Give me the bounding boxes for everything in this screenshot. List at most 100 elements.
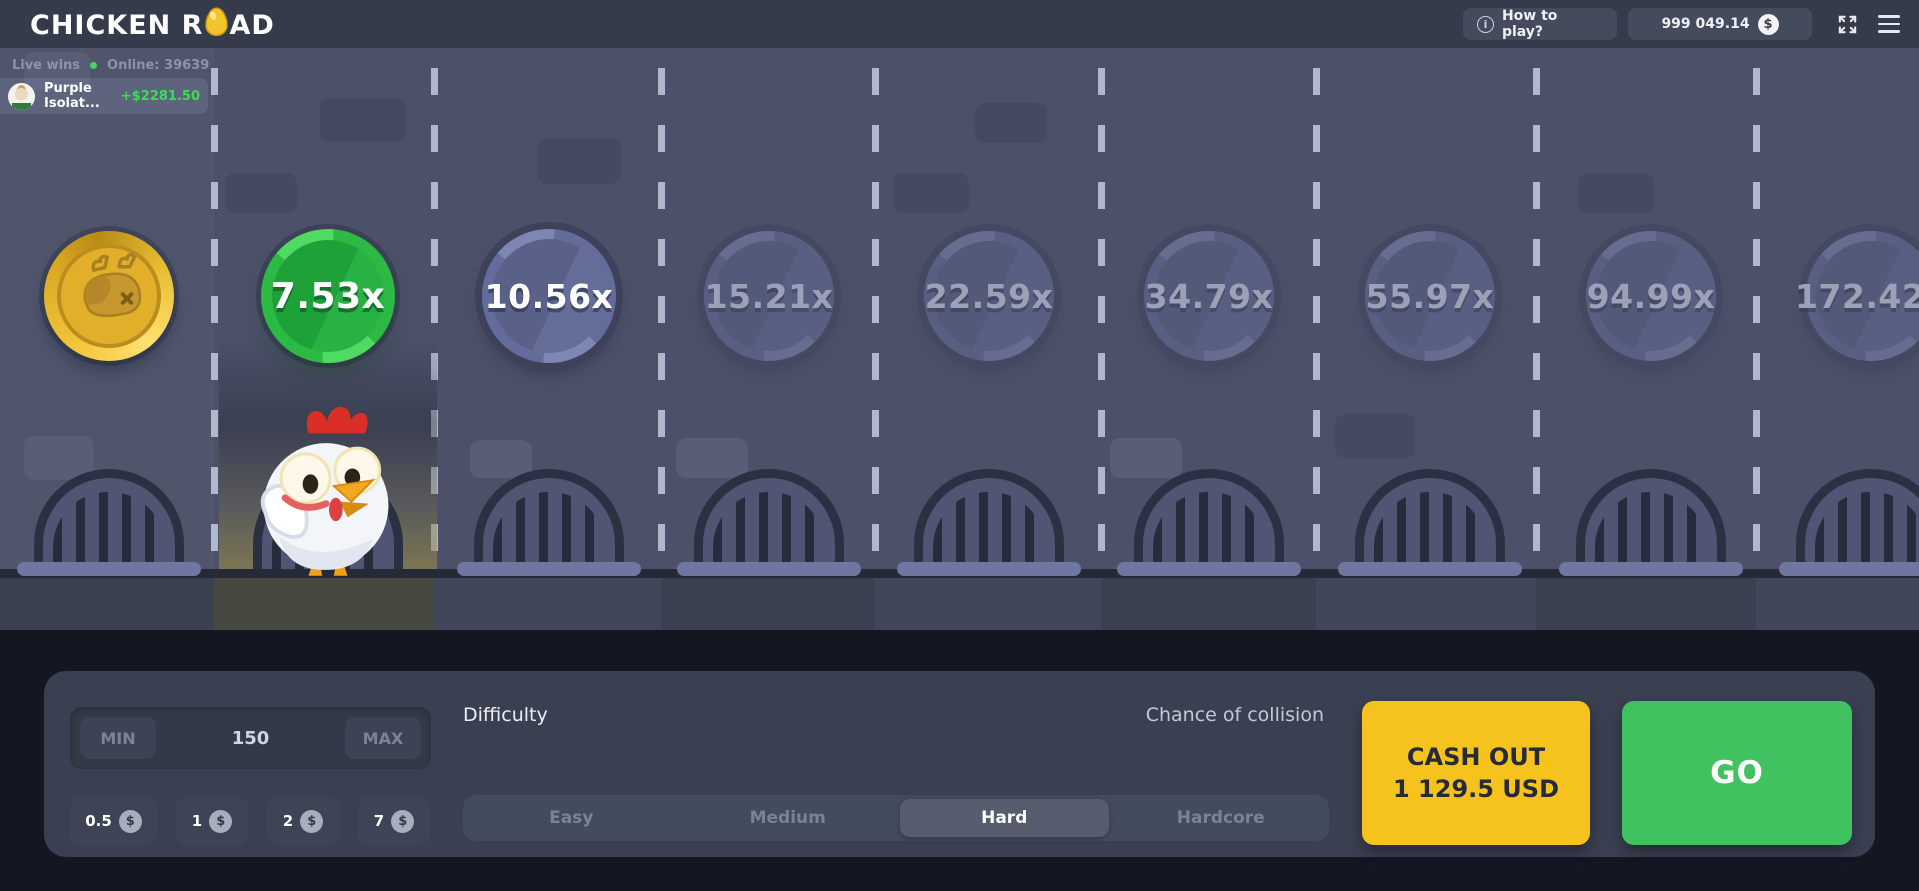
how-to-play-label: How to play? (1501, 8, 1558, 40)
road-patch (470, 440, 532, 478)
cash-out-button[interactable]: CASH OUT 1 129.5 USD (1362, 701, 1590, 845)
road-patch (225, 173, 297, 213)
max-bet-button[interactable]: MAX (345, 717, 421, 759)
logo-text-left: CHICKEN R (30, 9, 204, 41)
collected-coin (44, 231, 174, 361)
chance-of-collision-label: Chance of collision (1145, 704, 1324, 726)
road-patch (1335, 414, 1415, 458)
grate-ledge (17, 562, 201, 576)
multiplier-future: 172.42x (1795, 231, 1919, 361)
grate-ledge (677, 562, 861, 576)
lane-divider (658, 68, 665, 569)
tab-easy[interactable]: Easy (467, 799, 676, 837)
road-patch (537, 138, 621, 184)
player-name: Purple Isolat... (44, 81, 100, 111)
cash-out-label: CASH OUT (1406, 742, 1546, 771)
lane-divider (1753, 68, 1760, 569)
grate-ledge (1338, 562, 1522, 576)
quick-bet-2[interactable]: 2 $ (267, 796, 339, 846)
multiplier-future: 94.99x (1586, 231, 1716, 361)
go-button[interactable]: GO (1622, 701, 1852, 845)
control-panel: MIN 150 MAX 0.5 $ 1 $ 2 $ 7 $ Difficulty… (44, 671, 1875, 857)
sewer-grate (474, 469, 624, 569)
lane-divider (1098, 68, 1105, 569)
game-field: 7.53x 10.56x 15.21x 22.59x 34.79x 55.97x… (0, 48, 1919, 630)
balance-display[interactable]: 999 049.14 $ (1628, 8, 1812, 40)
menu-button[interactable] (1878, 15, 1900, 38)
egg-icon (205, 7, 229, 43)
grate-ledge (457, 562, 641, 576)
balance-value: 999 049.14 (1661, 16, 1750, 32)
live-wins-bar: Live wins Online: 39639 (12, 58, 209, 73)
app-logo: CHICKEN R AD (30, 7, 275, 43)
sewer-grate (1576, 469, 1726, 569)
online-dot-icon (90, 62, 98, 69)
multiplier-next: 10.56x (482, 229, 616, 363)
road-patch (24, 52, 90, 90)
tab-medium[interactable]: Medium (684, 799, 893, 837)
difficulty-tabs: Easy Medium Hard Hardcore (463, 795, 1329, 841)
multiplier-value: 10.56x (484, 276, 614, 316)
min-bet-button[interactable]: MIN (80, 717, 156, 759)
win-amount: +$2281.50 (120, 88, 200, 104)
live-win-entry[interactable]: Purple Isolat... +$2281.50 (0, 78, 208, 114)
road-patch (1578, 173, 1654, 213)
multiplier-future: 15.21x (704, 231, 834, 361)
dollar-icon: $ (1757, 13, 1779, 35)
difficulty-label: Difficulty (463, 704, 548, 726)
lane-divider (872, 68, 879, 569)
live-wins-label: Live wins (12, 58, 81, 73)
grate-ledge (897, 562, 1081, 576)
multiplier-value: 172.42x (1794, 276, 1919, 316)
multiplier-future: 22.59x (924, 231, 1054, 361)
multiplier-value: 15.21x (704, 276, 834, 316)
multiplier-value: 7.53x (270, 275, 386, 317)
online-count: Online: 39639 (107, 58, 210, 73)
sewer-grate (1134, 469, 1284, 569)
multiplier-value: 55.97x (1365, 276, 1495, 316)
multiplier-future: 55.97x (1365, 231, 1495, 361)
multiplier-value: 34.79x (1144, 276, 1274, 316)
sewer-grate (694, 469, 844, 569)
road-patch (893, 173, 969, 213)
tab-hard[interactable]: Hard (900, 799, 1109, 837)
multiplier-value: 94.99x (1586, 276, 1716, 316)
grate-ledge (1559, 562, 1743, 576)
how-to-play-button[interactable]: i How to play? (1463, 8, 1617, 40)
road-patch (676, 438, 748, 478)
grate-ledge (1779, 562, 1919, 576)
roasted-chicken-icon (83, 253, 142, 318)
dollar-icon: $ (209, 809, 233, 833)
bet-amount-box: MIN 150 MAX (70, 707, 431, 769)
lane-divider (1533, 68, 1540, 569)
bottom-sidewalk (0, 578, 1919, 630)
sewer-grate (1796, 469, 1919, 569)
sewer-grate (1355, 469, 1505, 569)
road-patch (320, 98, 406, 142)
quick-bet-7[interactable]: 7 $ (358, 796, 430, 846)
lane-divider (1313, 68, 1320, 569)
lane-divider (211, 68, 218, 569)
quick-bet-0.5[interactable]: 0.5 $ (70, 796, 157, 846)
cash-out-amount: 1 129.5 USD (1392, 775, 1560, 803)
player-avatar (8, 82, 35, 110)
lane-divider (431, 68, 438, 569)
logo-text-right: AD (229, 9, 275, 41)
fullscreen-button[interactable] (1836, 13, 1859, 40)
chicken-character (250, 400, 406, 582)
dollar-icon: $ (118, 809, 142, 833)
top-bar: CHICKEN R AD i How to play? 999 049.14 $ (0, 0, 1919, 48)
road-patch (1110, 438, 1182, 478)
bet-amount-value[interactable]: 150 (231, 727, 270, 749)
quick-bet-row: 0.5 $ 1 $ 2 $ 7 $ (70, 796, 430, 846)
dollar-icon: $ (391, 809, 415, 833)
road-patch (975, 103, 1047, 143)
quick-bet-1[interactable]: 1 $ (176, 796, 248, 846)
multiplier-current: 7.53x (261, 229, 395, 363)
multiplier-future: 34.79x (1144, 231, 1274, 361)
info-icon: i (1477, 15, 1494, 33)
multiplier-value: 22.59x (924, 276, 1054, 316)
grate-ledge (1117, 562, 1301, 576)
tab-hardcore[interactable]: Hardcore (1117, 799, 1326, 837)
dollar-icon: $ (300, 809, 324, 833)
